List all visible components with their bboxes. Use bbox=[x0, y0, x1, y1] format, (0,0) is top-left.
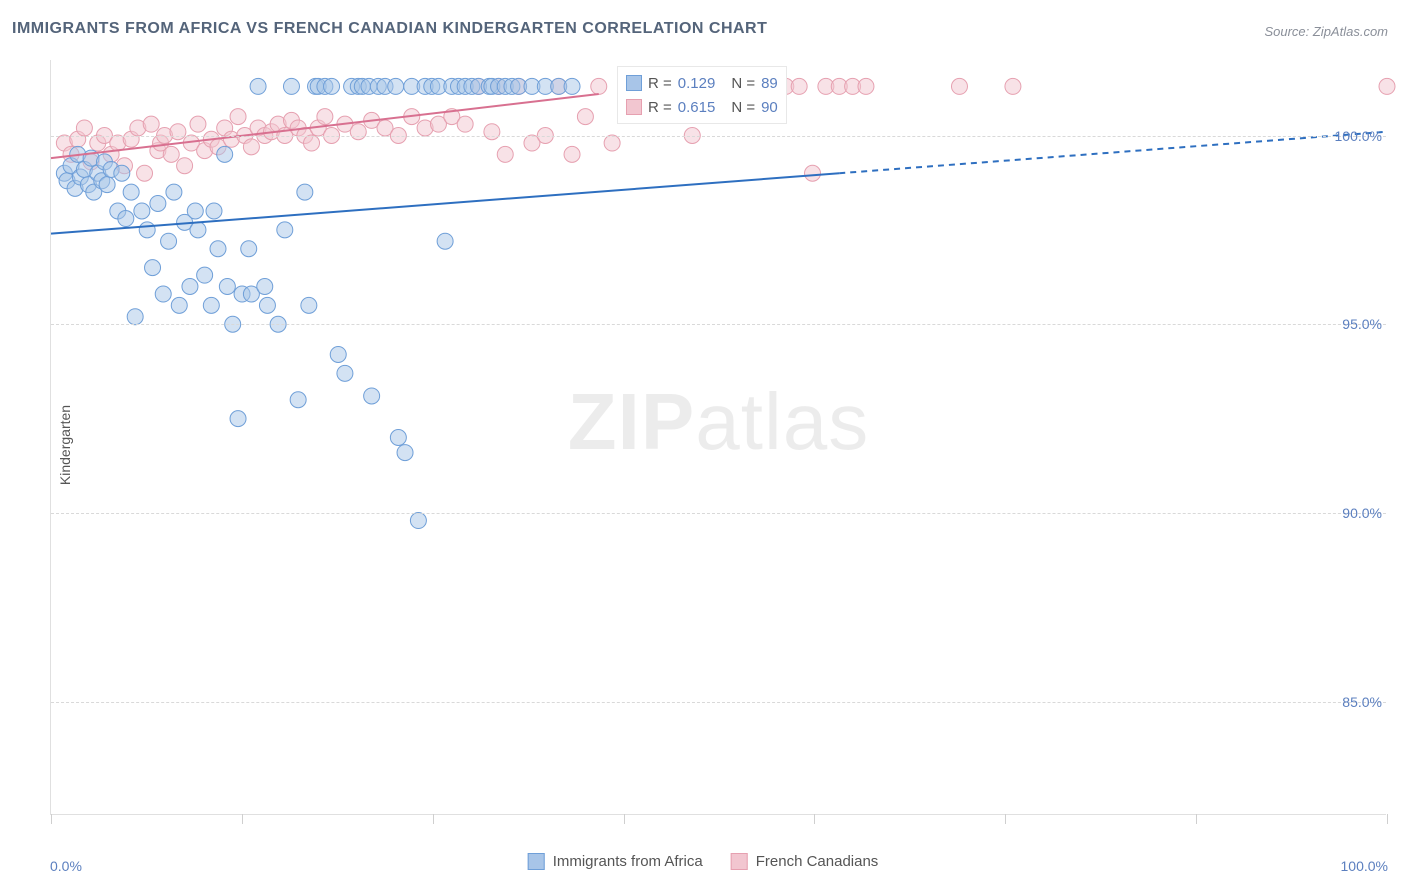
y-tick-label: 85.0% bbox=[1342, 694, 1382, 710]
chart-title: IMMIGRANTS FROM AFRICA VS FRENCH CANADIA… bbox=[12, 20, 767, 38]
legend-swatch-pink bbox=[731, 853, 748, 870]
x-tick-label: 100.0% bbox=[1341, 858, 1388, 874]
plot-area: Kindergarten ZIPatlas R = 0.129 N = 89 R… bbox=[50, 60, 1386, 815]
legend-swatch-blue bbox=[528, 853, 545, 870]
legend-label-blue: Immigrants from Africa bbox=[553, 853, 703, 870]
legend-bottom: Immigrants from Africa French Canadians bbox=[528, 853, 879, 870]
source-label: Source: ZipAtlas.com bbox=[1264, 24, 1388, 39]
y-tick-label: 100.0% bbox=[1335, 128, 1382, 144]
legend-swatch-blue bbox=[626, 75, 642, 91]
legend-item-pink: French Canadians bbox=[731, 853, 879, 870]
y-tick-label: 95.0% bbox=[1342, 316, 1382, 332]
x-tick-label: 0.0% bbox=[50, 858, 82, 874]
r-label: R = bbox=[648, 99, 672, 116]
n-label: N = bbox=[731, 75, 755, 92]
n-value-blue: 89 bbox=[761, 75, 778, 92]
n-value-pink: 90 bbox=[761, 99, 778, 116]
legend-item-blue: Immigrants from Africa bbox=[528, 853, 703, 870]
legend-label-pink: French Canadians bbox=[756, 853, 879, 870]
legend-stats-row-blue: R = 0.129 N = 89 bbox=[626, 71, 778, 95]
legend-stats-row-pink: R = 0.615 N = 90 bbox=[626, 95, 778, 119]
y-tick-label: 90.0% bbox=[1342, 505, 1382, 521]
legend-swatch-pink bbox=[626, 99, 642, 115]
legend-stats: R = 0.129 N = 89 R = 0.615 N = 90 bbox=[617, 66, 787, 124]
r-value-pink: 0.615 bbox=[678, 99, 716, 116]
n-label: N = bbox=[731, 99, 755, 116]
r-value-blue: 0.129 bbox=[678, 75, 716, 92]
r-label: R = bbox=[648, 75, 672, 92]
